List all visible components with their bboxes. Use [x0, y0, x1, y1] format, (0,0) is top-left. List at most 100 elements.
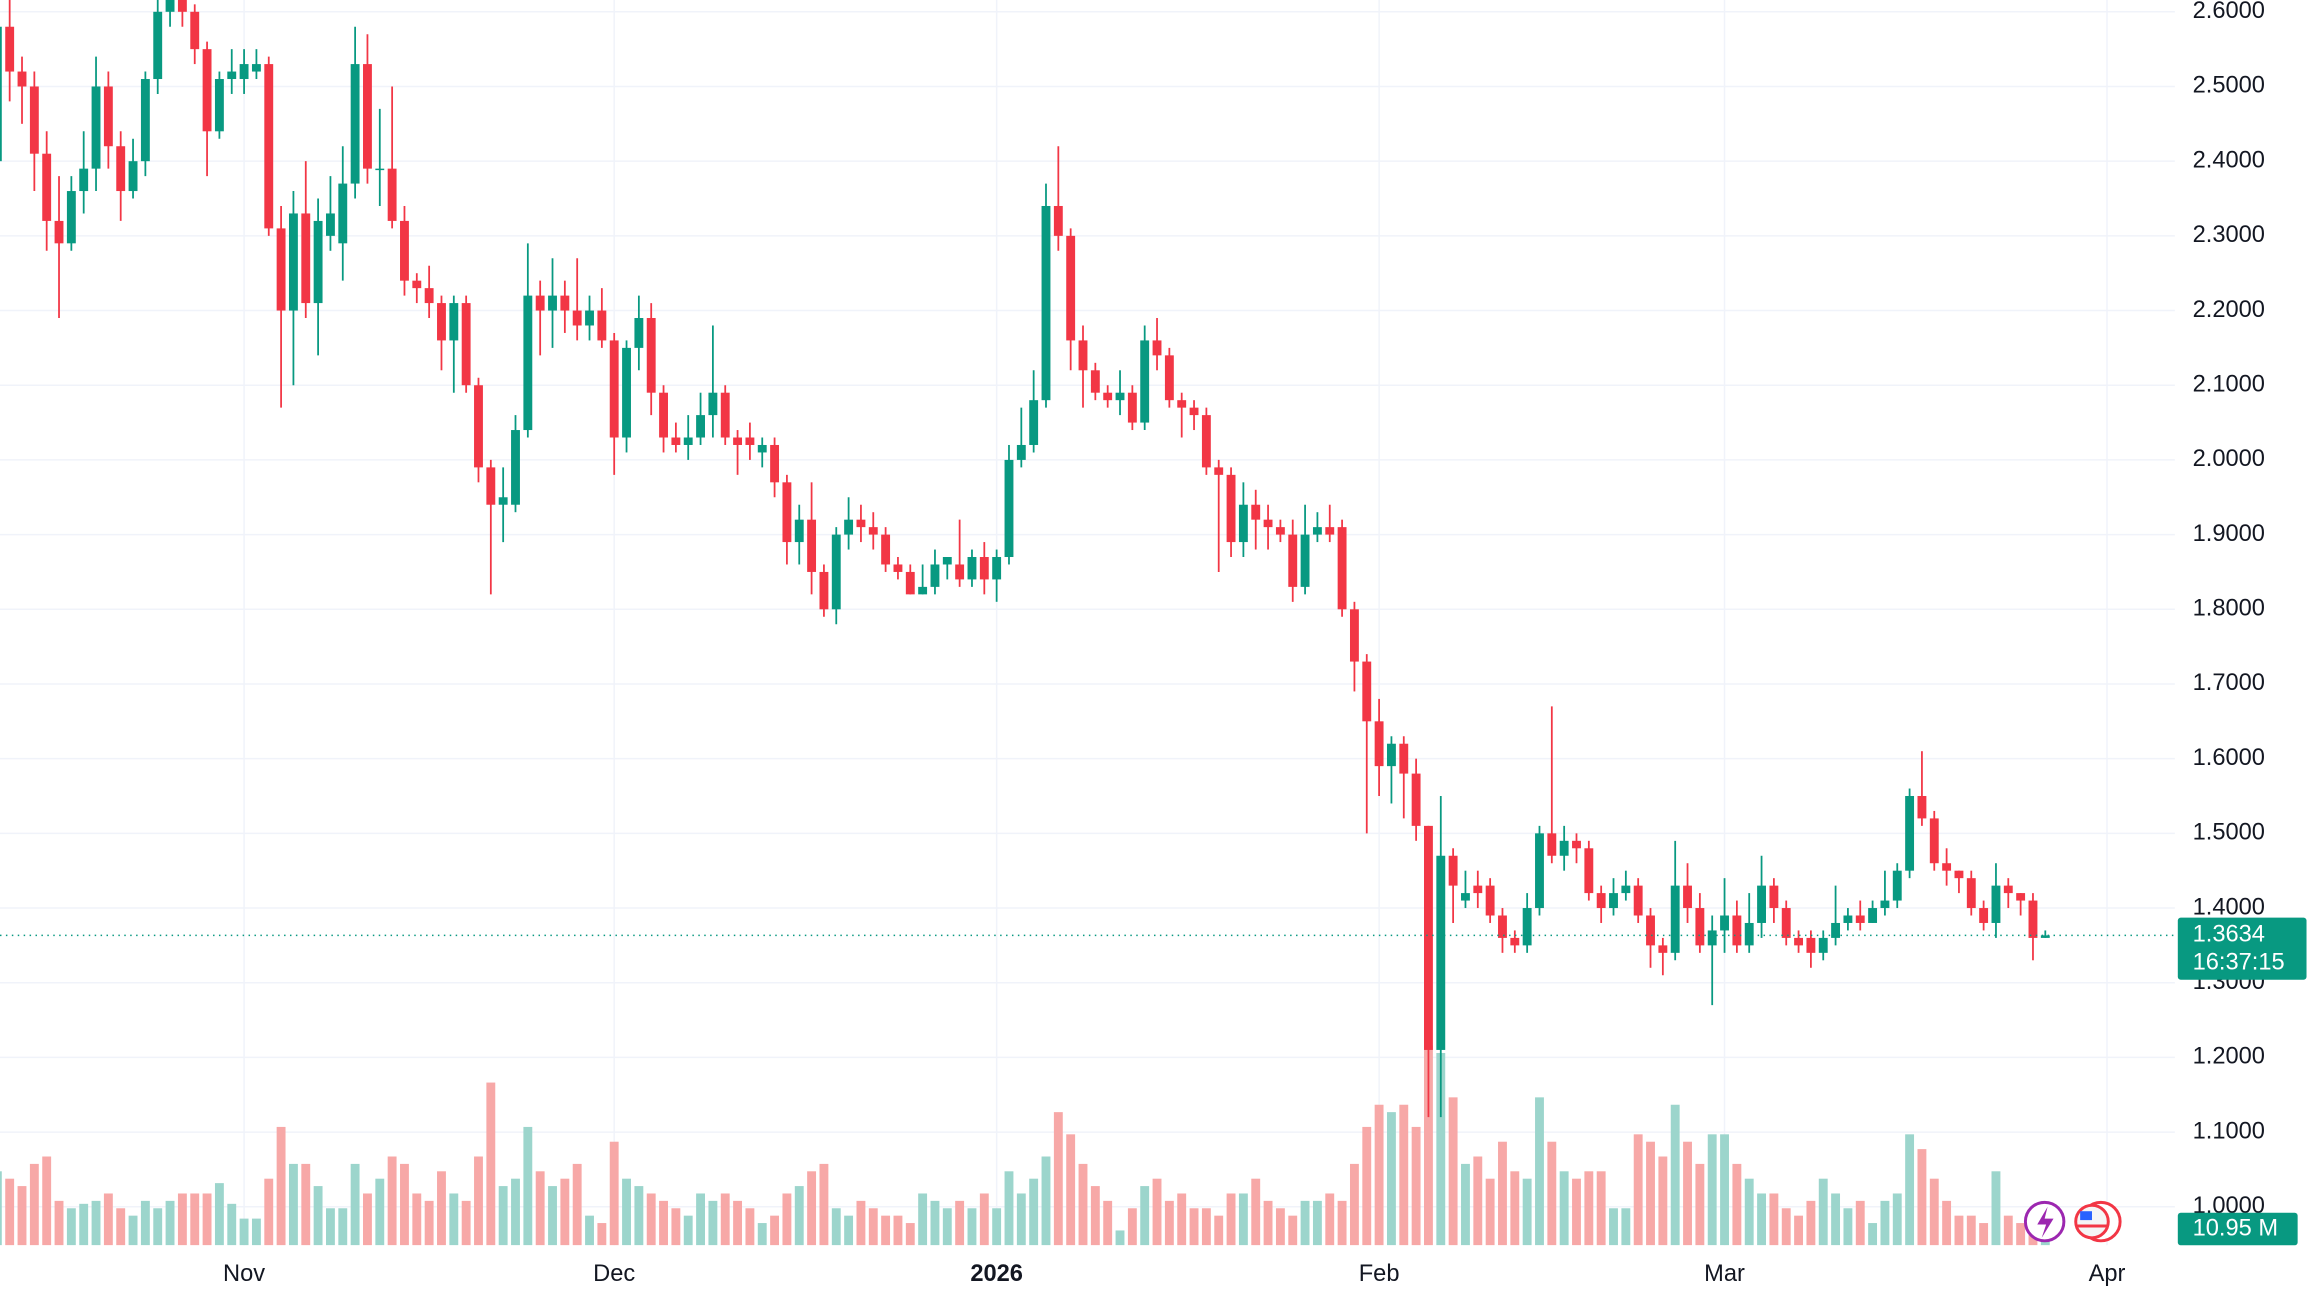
candle-body: [387, 168, 397, 221]
volume-bar: [609, 1141, 619, 1246]
candle-body: [0, 26, 2, 162]
candle-body: [1535, 833, 1544, 909]
volume-bar: [1053, 1112, 1063, 1246]
volume-bar: [1238, 1193, 1248, 1246]
volume-bar: [42, 1156, 52, 1246]
volume-bar: [1522, 1178, 1532, 1246]
volume-bar: [1127, 1208, 1137, 1246]
volume-bar: [979, 1193, 989, 1246]
volume-bar: [177, 1193, 187, 1246]
volume-bar: [844, 1215, 854, 1246]
volume-bar: [1300, 1200, 1310, 1246]
volume-bar: [807, 1171, 817, 1246]
volume-bar: [1362, 1126, 1372, 1246]
volume-bar: [1781, 1208, 1791, 1246]
volume-bar: [918, 1193, 928, 1246]
volume-bar: [1966, 1215, 1976, 1246]
volume-bar: [1880, 1200, 1890, 1246]
volume-bar: [1720, 1134, 1729, 1246]
candle-body: [1164, 355, 1174, 401]
y-tick-label: 2.2000: [2193, 297, 2265, 323]
volume-bar: [1374, 1104, 1384, 1246]
volume-bar: [523, 1126, 533, 1246]
volume-bar: [1670, 1104, 1680, 1246]
volume-bar: [387, 1156, 397, 1246]
candle-body: [202, 49, 212, 132]
volume-bar: [1732, 1163, 1742, 1246]
volume-bar: [548, 1186, 557, 1246]
volume-bar: [1954, 1215, 1964, 1246]
volume-bar: [745, 1208, 755, 1246]
volume-bar: [1942, 1200, 1952, 1246]
candle-body: [1078, 340, 1088, 371]
volume-bar: [1905, 1134, 1915, 1246]
candle-body: [523, 295, 533, 431]
candle-body: [54, 220, 64, 244]
volume-bar: [1646, 1141, 1655, 1246]
candle-body: [1251, 504, 1261, 520]
y-tick-label: 2.0000: [2193, 446, 2265, 472]
volume-bar: [264, 1178, 274, 1246]
volume-bar: [1979, 1223, 1989, 1246]
candle-body: [1510, 937, 1520, 946]
candle-body: [548, 295, 557, 311]
candle-body: [1744, 922, 1754, 946]
y-tick-label: 2.3000: [2193, 222, 2265, 248]
candle-body: [400, 220, 409, 281]
candle-body: [955, 564, 965, 580]
toolbar-icons[interactable]: [2023, 1200, 2122, 1243]
volume-bar: [1559, 1171, 1569, 1246]
candle-body: [671, 437, 681, 445]
candle-body: [313, 220, 323, 304]
candle-body: [733, 437, 743, 445]
candle-body: [474, 385, 483, 468]
y-tick-label: 1.6000: [2193, 745, 2265, 771]
flag-icon[interactable]: [2074, 1203, 2110, 1240]
volume-bar: [671, 1208, 681, 1246]
volume-bar: [819, 1163, 829, 1246]
candle-body: [251, 64, 261, 72]
candle-body: [1004, 459, 1014, 558]
candle-body: [301, 213, 311, 304]
candle-body: [1572, 840, 1581, 849]
candle-body: [646, 318, 656, 393]
candle-body: [350, 64, 360, 184]
candle-body: [1831, 922, 1841, 938]
candle-body: [905, 571, 915, 595]
volume-bar: [128, 1215, 138, 1246]
candle-body: [1090, 370, 1100, 393]
candle-body: [1522, 908, 1532, 946]
candle-body: [1115, 392, 1125, 401]
volume-bar: [757, 1223, 767, 1246]
candle-body: [1880, 900, 1890, 909]
candle-body: [486, 467, 496, 505]
candle-body: [1929, 818, 1939, 864]
last-volume-tag: [2177, 1212, 2298, 1246]
candle-body: [1016, 444, 1026, 460]
candle-body: [1954, 870, 1964, 879]
candle-body: [930, 564, 940, 587]
price-pane: [0, 0, 2175, 1118]
candle-body: [116, 146, 126, 192]
candle-body: [140, 79, 150, 162]
candle-body: [597, 310, 607, 341]
volume-bar: [646, 1193, 656, 1246]
volume-bar: [91, 1200, 101, 1246]
volume-bar: [1461, 1163, 1470, 1246]
volume-bar: [461, 1200, 471, 1246]
candle-body: [1584, 848, 1594, 894]
candle-body: [1337, 527, 1347, 610]
candle-body: [807, 519, 817, 572]
candle-body: [1757, 885, 1766, 923]
volume-bar: [66, 1208, 76, 1246]
candle-body: [1473, 885, 1483, 894]
candle-body: [42, 153, 52, 221]
x-tick-label: Apr: [2089, 1261, 2126, 1287]
candle-body: [1547, 833, 1557, 856]
candle-body: [1868, 908, 1878, 923]
candle-body: [375, 168, 385, 171]
volume-bar: [288, 1163, 298, 1246]
grid: [0, 0, 2175, 1246]
candle-body: [868, 527, 878, 535]
volume-bar: [1485, 1178, 1495, 1246]
